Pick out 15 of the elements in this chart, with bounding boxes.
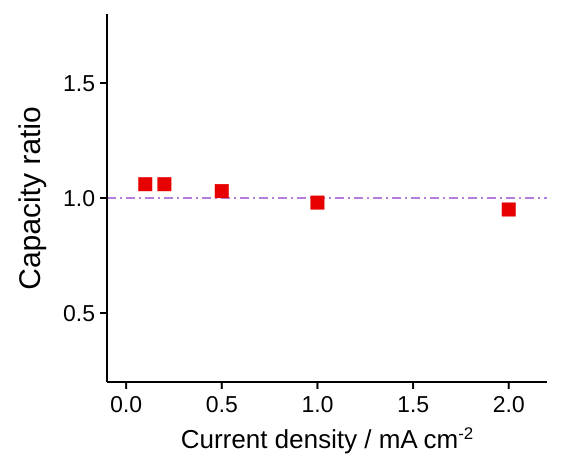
x-tick-label: 1.0 [301,391,334,417]
point [138,177,152,192]
point [310,196,324,210]
x-tick-label: 1.5 [397,391,430,417]
point [157,177,172,192]
point [214,184,229,198]
x-tick-label: 0.0 [110,391,142,417]
x-tick-label: 0.5 [206,391,238,417]
y-tick-label: 1.5 [63,70,95,96]
y-tick-label: 0.5 [63,300,95,326]
point [502,202,516,216]
x-tick-label: 2.0 [492,391,525,417]
y-axis-title: Capacity ratio [14,106,47,290]
x-axis-title: Current density / mA cm$^{-2}$ [180,424,474,454]
y-tick-label: 1.0 [63,185,95,212]
